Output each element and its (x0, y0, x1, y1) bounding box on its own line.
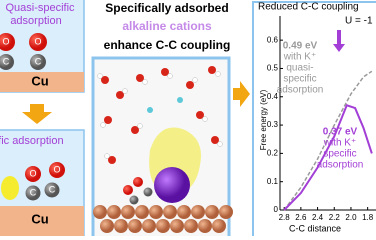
series-group (283, 70, 373, 211)
x-tick-label: 2.4 (312, 213, 324, 222)
arrow (22, 104, 52, 124)
atom: O (29, 168, 36, 178)
atom: O (34, 36, 41, 46)
plot: 0 0.1 0.2 0.3 0.4 0.5 0.6 2.8 2.6 2.4 2.2 2.0 1.8 0.4… (267, 16, 376, 222)
series-line (283, 70, 373, 211)
label: Cu (31, 211, 48, 226)
series-line (283, 104, 373, 211)
y-tick-label: 0.2 (267, 148, 279, 157)
heading: enhance C-C coupling (104, 38, 231, 52)
annotation: specific (323, 149, 356, 160)
atom: C (49, 184, 56, 194)
surface (0, 72, 84, 92)
y-tick-label: 0.4 (267, 92, 279, 101)
arrow (233, 81, 250, 107)
surface (0, 206, 84, 240)
annotation: 0.37 eV (323, 127, 358, 138)
annotation: with K⁺ (323, 138, 357, 149)
annotation: adsorption (317, 160, 364, 171)
heading: alkaline cations (122, 19, 212, 33)
atom: O (53, 164, 60, 174)
atom: C (30, 187, 37, 197)
annotation: with K⁺ (283, 52, 317, 63)
y-tick-label: 0.6 (267, 35, 279, 44)
y-axis-label: Free energy (eV) (259, 89, 268, 150)
cation (154, 167, 190, 203)
molecules: O C O C (0, 33, 47, 70)
reduction-arrow (333, 30, 345, 52)
label: specific adsorption (0, 135, 64, 147)
x-tick-label: 2.2 (329, 213, 341, 222)
annotation: quasi- (286, 63, 313, 74)
chart-panel (252, 1, 376, 239)
atom: C (35, 56, 42, 66)
x-tick-label: 1.8 (362, 213, 374, 222)
y-tick-label: 0.1 (267, 177, 279, 186)
copper-slab (93, 205, 233, 233)
label: adsorption (10, 15, 61, 27)
molecules: O C O C (25, 162, 65, 201)
water (97, 66, 223, 164)
y-tick-label: 0.5 (267, 64, 279, 73)
density (1, 176, 19, 200)
x-axis-label: C-C distance (289, 223, 341, 233)
y-tick-label: 0.3 (267, 120, 279, 129)
x-tick-label: 2.8 (279, 213, 291, 222)
potential-label: U = -1 (345, 16, 373, 27)
chart-title: Reduced C-C coupling (258, 2, 359, 13)
annotation: adsorption (277, 85, 324, 96)
atom: O (2, 36, 9, 46)
annotation: specific (283, 74, 316, 85)
annotation: 0.49 eV (283, 41, 318, 52)
label: Cu (31, 73, 48, 88)
x-tick-label: 2.6 (295, 213, 307, 222)
heading: Specifically adsorbed (105, 1, 228, 15)
x-tick-label: 2.0 (345, 213, 357, 222)
label: Quasi-specific (5, 2, 75, 14)
y-tick-label: 0 (274, 205, 279, 214)
atom: C (3, 56, 10, 66)
